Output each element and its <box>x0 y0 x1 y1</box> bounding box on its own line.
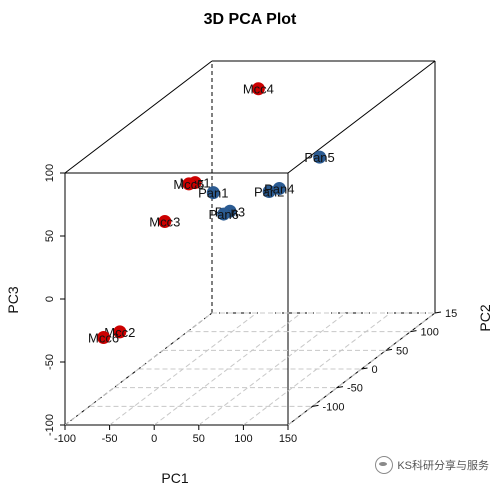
y-tick-mark <box>312 404 319 407</box>
x-tick-label: 50 <box>193 433 205 445</box>
point-label: Mcc2 <box>104 325 135 340</box>
x-tick-label: 150 <box>279 433 297 445</box>
grid-line <box>198 312 347 426</box>
chart-title: 3D PCA Plot <box>204 11 297 28</box>
data-point <box>206 186 220 200</box>
data-point <box>97 331 111 344</box>
y-tick-mark <box>434 311 442 314</box>
plot-box <box>64 60 436 426</box>
data-point <box>182 177 196 191</box>
y-tick-mark <box>410 330 417 333</box>
point-label: Pan1 <box>198 186 228 201</box>
y-tick-mark <box>361 367 368 370</box>
y-tick-mark <box>385 348 393 351</box>
y-tick-label: 15 <box>445 308 457 320</box>
box-edge <box>287 60 436 174</box>
point-label: Mcc5 <box>173 177 204 192</box>
x-tick-label: -50 <box>102 433 118 445</box>
y-tick-mark <box>336 386 344 389</box>
axis-ticks: -100 -50 0 50 100 150-100-50050100-100-500501… <box>44 164 457 445</box>
data-point <box>113 325 127 339</box>
x-tick-label: -100 <box>54 433 76 445</box>
data-point <box>251 82 265 96</box>
y-tick-label: 50 <box>396 345 408 357</box>
point-label: Mcc6 <box>88 331 119 346</box>
z-axis-label: PC3 <box>5 286 21 313</box>
watermark-text: KS科研分享与服务 <box>397 460 489 472</box>
data-points: Mcc1Mcc2Mcc3Mcc4Mcc5Mcc6Pan1Pan2Pan3Pan4… <box>88 82 335 346</box>
point-label: Pan4 <box>264 181 294 196</box>
data-point <box>313 150 327 164</box>
point-label: Pan5 <box>304 150 334 165</box>
floor-grid <box>64 312 436 426</box>
data-point <box>262 184 276 198</box>
z-tick-label: -50 <box>44 354 56 370</box>
z-tick-label: 50 <box>44 230 56 242</box>
z-tick-label: 100 <box>44 164 56 182</box>
y-tick-label: 100 <box>421 327 439 339</box>
point-label: Pan6 <box>208 207 238 222</box>
wechat-icon <box>375 456 394 474</box>
data-point <box>217 207 231 221</box>
y-tick-label: -100 <box>323 401 345 413</box>
y-tick-label: 0 <box>372 364 378 376</box>
x-tick-label: 100 <box>234 433 252 445</box>
z-tick-label: -100 <box>44 414 56 436</box>
z-tick-label: 0 <box>44 296 56 302</box>
data-point <box>272 181 286 195</box>
x-axis-label: PC1 <box>161 470 188 486</box>
watermark: KS科研分享与服务 <box>375 456 489 474</box>
x-tick-label: 0 <box>151 433 157 445</box>
box-edge <box>64 60 213 174</box>
point-label: Mcc3 <box>149 215 180 230</box>
y-tick-label: -50 <box>347 383 363 395</box>
y-axis-label: PC2 <box>477 304 493 331</box>
point-label: Mcc4 <box>243 82 274 97</box>
data-point <box>158 215 172 229</box>
